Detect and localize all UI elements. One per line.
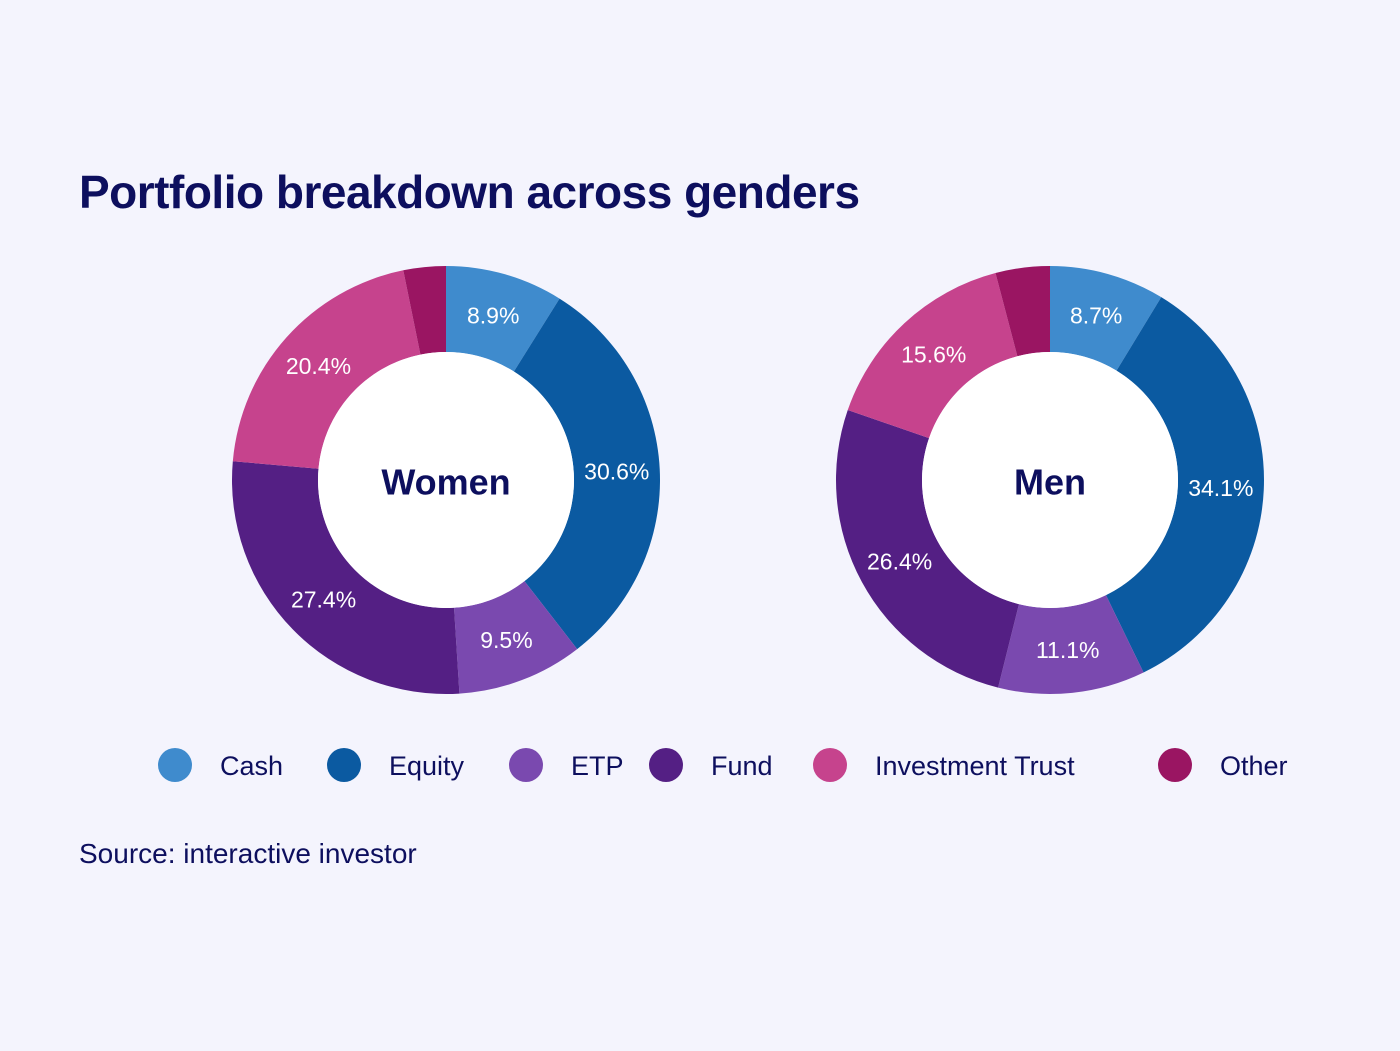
donut-chart-men: 8.7% 34.1% 11.1% 26.4% 15.6% Men <box>836 266 1264 694</box>
slice-women-investment-trust <box>232 270 421 469</box>
legend-label-equity: Equity <box>389 751 465 781</box>
data-label-men-equity: 34.1% <box>1188 475 1253 501</box>
slice-men-etp <box>998 595 1144 694</box>
data-label-women-cash: 8.9% <box>467 303 519 329</box>
chart-title: Portfolio breakdown across genders <box>79 166 860 218</box>
slice-women-equity <box>513 298 660 650</box>
legend-swatch-equity <box>327 748 361 782</box>
slice-men-cash <box>1050 266 1162 371</box>
legend-swatch-cash <box>158 748 192 782</box>
donut-hole-men <box>922 352 1178 608</box>
center-label-women: Women <box>381 462 510 503</box>
data-label-men-investment-trust: 15.6% <box>901 342 966 368</box>
data-label-women-investment-trust: 20.4% <box>286 353 351 379</box>
legend: Cash Equity ETP Fund Investment Trust Other <box>0 745 1400 791</box>
slice-women-cash <box>446 266 560 372</box>
legend-label-cash: Cash <box>220 751 284 781</box>
slice-men-equity <box>1105 297 1264 673</box>
legend-swatch-etp <box>509 748 543 782</box>
legend-label-etp: ETP <box>571 751 624 781</box>
slice-men-investment-trust <box>847 273 1018 439</box>
slice-men-other <box>995 266 1050 357</box>
data-label-women-equity: 30.6% <box>584 458 649 484</box>
center-label-men: Men <box>1014 462 1086 503</box>
donut-chart-women: 8.9% 30.6% 9.5% 27.4% 20.4% Women <box>232 266 660 694</box>
slice-women-other <box>403 266 446 355</box>
slice-women-etp <box>454 581 578 694</box>
legend-swatch-investment-trust <box>813 748 847 782</box>
data-label-men-fund: 26.4% <box>867 548 932 574</box>
data-label-men-etp: 11.1% <box>1036 637 1100 663</box>
slice-men-fund <box>836 410 1019 688</box>
data-label-women-fund: 27.4% <box>291 586 356 612</box>
donut-hole-women <box>318 352 574 608</box>
data-label-men-cash: 8.7% <box>1070 302 1122 328</box>
data-label-women-etp: 9.5% <box>480 627 532 653</box>
legend-label-fund: Fund <box>711 751 773 781</box>
source-note: Source: interactive investor <box>79 838 417 869</box>
legend-swatch-other <box>1158 748 1192 782</box>
legend-label-other: Other <box>1220 751 1288 781</box>
legend-swatch-fund <box>649 748 683 782</box>
slice-women-fund <box>232 461 460 694</box>
legend-label-investment-trust: Investment Trust <box>875 751 1075 781</box>
